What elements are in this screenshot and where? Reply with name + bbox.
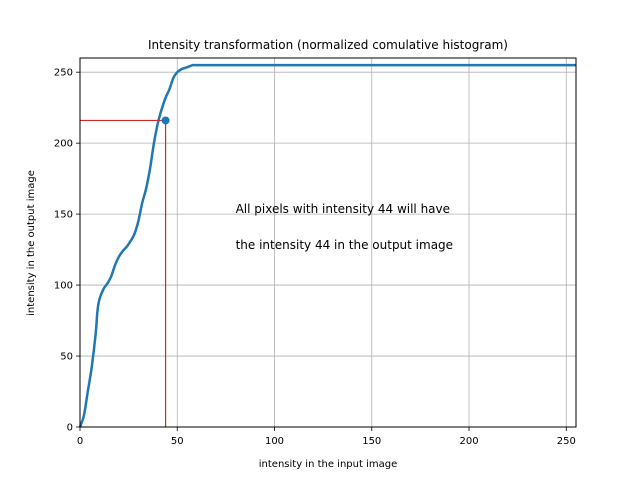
- x-tick-label: 200: [459, 436, 478, 447]
- annotation-line: All pixels with intensity 44 will have: [236, 202, 450, 216]
- annotation-line: the intensity 44 in the output image: [236, 238, 453, 252]
- series-layer: [78, 63, 576, 428]
- y-tick-label: 150: [54, 210, 73, 221]
- y-axis-label: intensity in the output image: [26, 170, 37, 316]
- y-tick-label: 250: [54, 68, 73, 79]
- highlight-point: [161, 116, 170, 125]
- cumulative-curve: [78, 63, 576, 428]
- plot-frame: [79, 57, 577, 428]
- y-tick-label: 0: [67, 423, 73, 434]
- annotation: All pixels with intensity 44 will have th…: [236, 202, 453, 252]
- chart-title: Intensity transformation (normalized com…: [148, 38, 508, 52]
- x-tick-label: 50: [171, 436, 184, 447]
- y-tick-label: 50: [60, 352, 73, 363]
- x-tick-label: 100: [265, 436, 284, 447]
- highlight-layer: [80, 116, 170, 427]
- x-tick-label: 150: [362, 436, 381, 447]
- axis-ticks: 0 50 100 150 200 250 0 50 100 150 200 250: [54, 68, 576, 447]
- x-tick-label: 250: [557, 436, 576, 447]
- x-axis-label: intensity in the input image: [259, 459, 397, 470]
- x-tick-label: 0: [77, 436, 83, 447]
- y-tick-label: 100: [54, 281, 73, 292]
- y-tick-label: 200: [54, 139, 73, 150]
